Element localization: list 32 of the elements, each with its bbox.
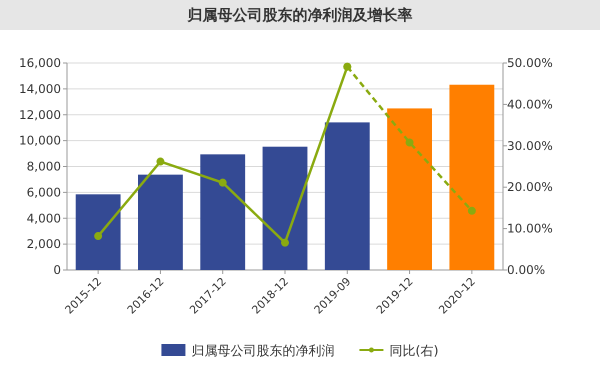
y2-tick-label: 30.00% bbox=[507, 138, 553, 153]
point bbox=[218, 178, 227, 187]
y-tick-label: 14,000 bbox=[19, 82, 61, 96]
y2-tick-label: 0.00% bbox=[507, 263, 546, 277]
y-tick-label: 16,000 bbox=[19, 56, 61, 70]
y-tick-label: 8,000 bbox=[26, 160, 61, 174]
point bbox=[94, 232, 102, 240]
bar bbox=[200, 154, 246, 270]
bar bbox=[387, 108, 432, 270]
y2-tick-label: 20.00% bbox=[507, 180, 553, 194]
legend-label: 同比(右) bbox=[389, 344, 439, 359]
y-tick-label: 0 bbox=[53, 263, 61, 277]
point bbox=[281, 238, 289, 247]
point bbox=[406, 138, 414, 146]
legend-label: 归属母公司股东的净利润 bbox=[191, 344, 334, 359]
bar bbox=[138, 174, 183, 270]
y2-tick-label: 50.00% bbox=[507, 56, 553, 70]
bar bbox=[324, 122, 370, 270]
bar bbox=[262, 146, 308, 270]
y-tick-label: 2,000 bbox=[26, 237, 61, 252]
point bbox=[343, 62, 352, 71]
y-tick-label: 12,000 bbox=[19, 108, 61, 122]
y2-tick-label: 10.00% bbox=[507, 222, 553, 236]
point bbox=[468, 206, 476, 215]
y2-tick-label: 40.00% bbox=[507, 97, 553, 112]
chart-title: 归属母公司股东的净利润及增长率 bbox=[186, 6, 412, 24]
point bbox=[156, 158, 164, 166]
y-tick-label: 6,000 bbox=[26, 185, 61, 200]
bar bbox=[449, 84, 494, 270]
bar bbox=[76, 194, 121, 270]
y-tick-label: 10,000 bbox=[19, 134, 61, 148]
y-tick-label: 4,000 bbox=[26, 211, 61, 226]
